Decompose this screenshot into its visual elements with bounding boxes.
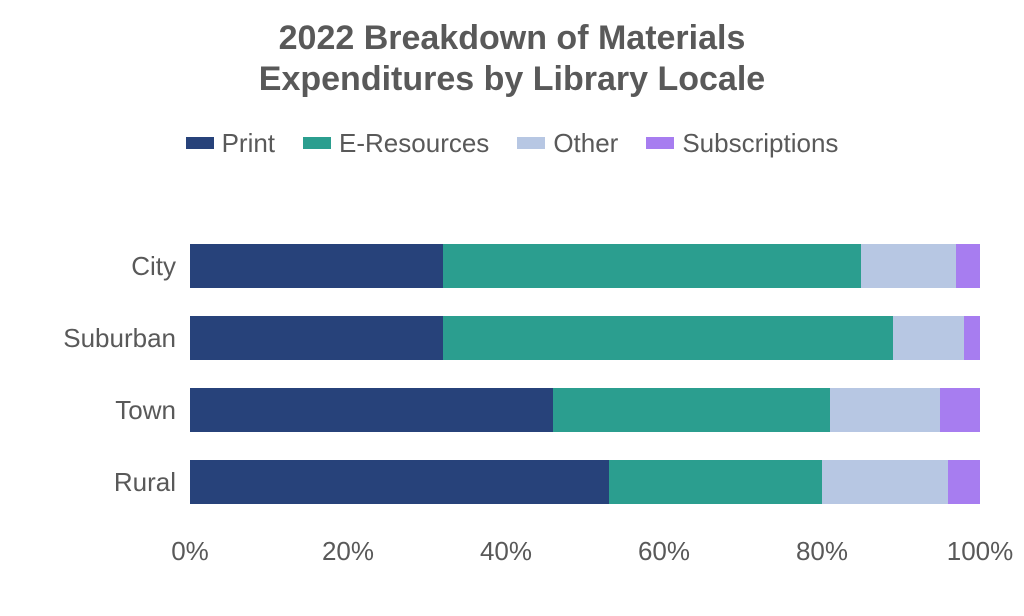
legend: Print E-Resources Other Subscriptions [0, 128, 1024, 159]
bar-segment-eres [553, 388, 830, 432]
bar-segment-eres [609, 460, 822, 504]
bar-segment-eres [443, 316, 893, 360]
category-label: City [131, 230, 190, 302]
bar-segment-subs [940, 388, 980, 432]
stacked-bar [190, 244, 980, 288]
legend-item-eresources: E-Resources [303, 128, 489, 159]
bar-segment-print [190, 316, 443, 360]
category-label: Rural [114, 446, 190, 518]
bar-row: Rural [190, 446, 980, 518]
legend-item-print: Print [186, 128, 275, 159]
chart-title-line1: 2022 Breakdown of Materials [0, 18, 1024, 59]
bar-row: Town [190, 374, 980, 446]
x-tick-label: 60% [638, 536, 690, 567]
bar-segment-print [190, 244, 443, 288]
x-axis: 0%20%40%60%80%100% [190, 530, 980, 570]
bar-segment-print [190, 388, 553, 432]
x-tick-label: 0% [171, 536, 209, 567]
category-label: Suburban [63, 302, 190, 374]
bar-row: Suburban [190, 302, 980, 374]
bar-segment-other [861, 244, 956, 288]
legend-swatch-subscriptions [646, 137, 674, 149]
x-tick-label: 40% [480, 536, 532, 567]
stacked-bar [190, 388, 980, 432]
x-tick-label: 20% [322, 536, 374, 567]
legend-label-print: Print [222, 128, 275, 159]
bar-segment-subs [948, 460, 980, 504]
bar-segment-subs [964, 316, 980, 360]
chart-container: 2022 Breakdown of Materials Expenditures… [0, 0, 1024, 616]
legend-swatch-other [517, 137, 545, 149]
x-tick-label: 100% [947, 536, 1014, 567]
bar-segment-eres [443, 244, 862, 288]
category-label: Town [115, 374, 190, 446]
legend-label-eresources: E-Resources [339, 128, 489, 159]
plot-area: CitySuburbanTownRural [190, 230, 980, 520]
legend-swatch-print [186, 137, 214, 149]
stacked-bar [190, 460, 980, 504]
legend-swatch-eresources [303, 137, 331, 149]
chart-title-line2: Expenditures by Library Locale [0, 59, 1024, 100]
bar-row: City [190, 230, 980, 302]
legend-item-other: Other [517, 128, 618, 159]
legend-item-subscriptions: Subscriptions [646, 128, 838, 159]
x-tick-label: 80% [796, 536, 848, 567]
bar-segment-other [830, 388, 941, 432]
bar-segment-other [822, 460, 948, 504]
legend-label-other: Other [553, 128, 618, 159]
bar-segment-subs [956, 244, 980, 288]
bar-segment-print [190, 460, 609, 504]
chart-title: 2022 Breakdown of Materials Expenditures… [0, 0, 1024, 100]
legend-label-subscriptions: Subscriptions [682, 128, 838, 159]
bar-segment-other [893, 316, 964, 360]
stacked-bar [190, 316, 980, 360]
